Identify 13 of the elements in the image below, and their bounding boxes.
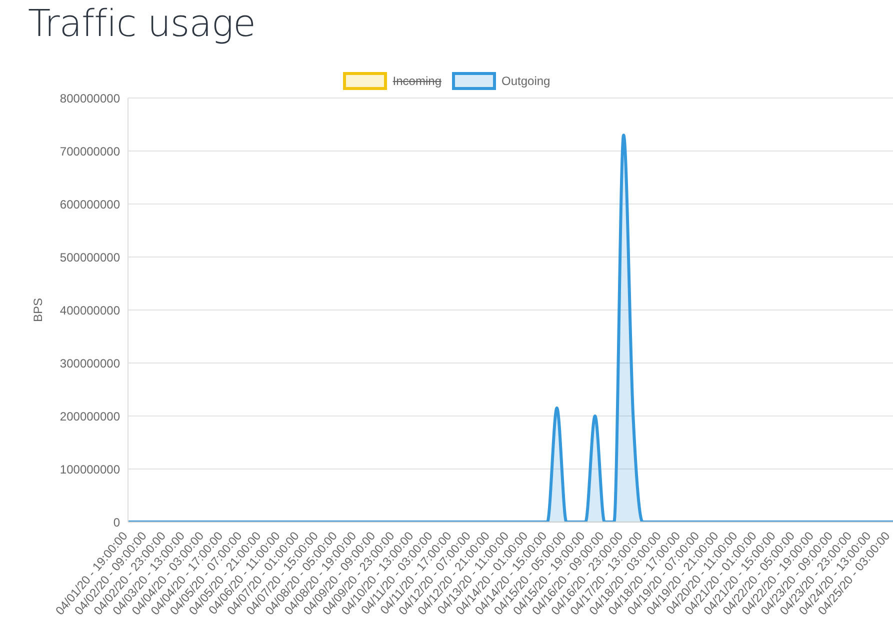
chart-title: Traffic usage — [28, 2, 256, 45]
y-tick-label: 700000000 — [60, 144, 120, 158]
y-tick-label: 300000000 — [60, 356, 120, 370]
y-tick-label: 200000000 — [60, 409, 120, 424]
y-tick-label: 100000000 — [60, 462, 120, 476]
y-tick-label: 400000000 — [60, 303, 120, 318]
legend-label: Incoming — [392, 74, 442, 88]
y-tick-label: 600000000 — [60, 197, 120, 212]
y-tick-label: 500000000 — [60, 250, 120, 264]
y-tick-label: 0 — [113, 515, 120, 530]
y-axis-title: BPS — [31, 298, 45, 322]
y-tick-label: 800000000 — [60, 91, 120, 106]
legend-label: Outgoing — [502, 74, 550, 88]
